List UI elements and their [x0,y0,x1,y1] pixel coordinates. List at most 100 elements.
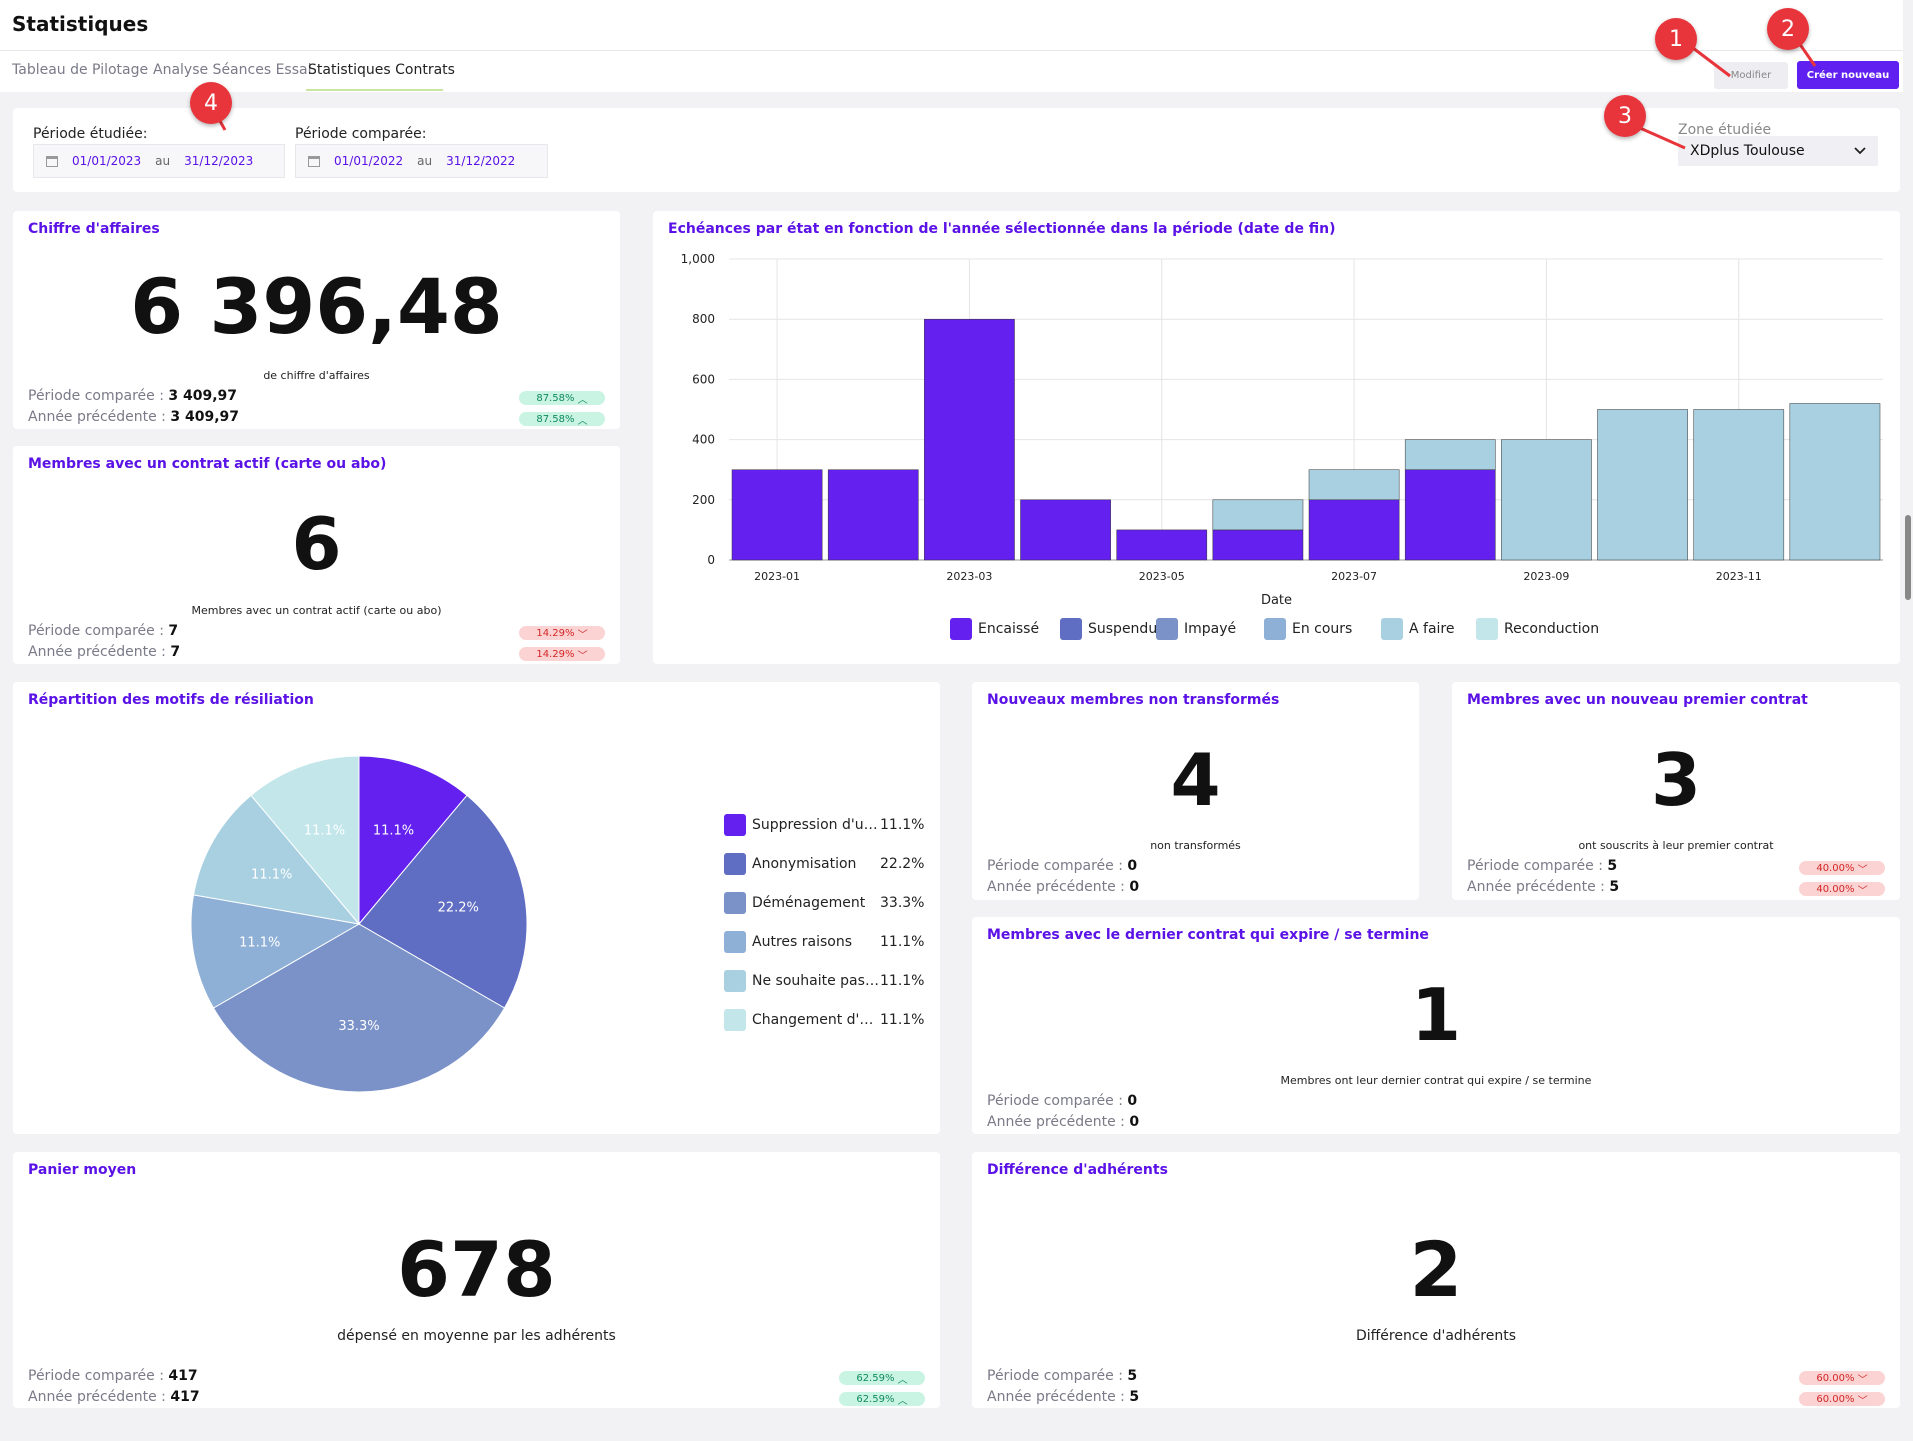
bar-a-faire-2023-07 [1308,469,1400,501]
previous-row: Année précédente : 7 [28,644,180,660]
pie-legend-item[interactable]: Déménagement 33.3% [724,892,924,914]
previous-label: Année précédente : [28,1389,171,1405]
legend-label: Ne souhaite pas ... [752,973,880,989]
period-from[interactable]: 01/01/2023 [72,154,142,168]
previous-row: Année précédente : 5 [987,1389,1139,1405]
scrollbar-thumb[interactable] [1905,515,1911,600]
badge-value: 87.58% [536,392,575,404]
legend-swatch [1264,618,1286,640]
badge-value: 87.58% [536,413,575,425]
y-tick-label: 800 [692,312,715,326]
period-to[interactable]: 31/12/2023 [184,154,254,168]
header-divider [0,50,1913,51]
trend-badge-down: 14.29% ﹀ [519,626,605,641]
y-tick-label: 0 [707,553,715,567]
average-basket-card: Panier moyen 678 dépensé en moyenne par … [13,1152,940,1408]
legend-label: Changement d'h... [752,1012,880,1028]
scrollbar-track[interactable] [1903,0,1913,1441]
previous-label: Année précédente : [28,409,171,425]
badge-value: 62.59% [856,1393,895,1405]
legend-item[interactable]: A faire [1381,618,1455,640]
legend-item[interactable]: Impayé [1156,618,1236,640]
x-axis-label: Date [1260,593,1293,608]
previous-value: 0 [1129,1114,1140,1130]
pie-slice-label: 11.1% [239,936,280,951]
pie-legend-item[interactable]: Suppression d'un... 11.1% [724,814,924,836]
last-contract-value: 1 [1410,973,1462,1057]
tab-tableau-de-pilotage[interactable]: Tableau de Pilotage [12,62,149,78]
chevron-down-icon [1854,147,1866,155]
echeances-chart-card: Echéances par état en fonction de l'anné… [653,211,1900,664]
bar-a-faire-2023-12 [1789,403,1881,561]
new-members-subtitle: non transformés [1150,839,1241,852]
legend-swatch [1476,618,1498,640]
legend-value: 11.1% [880,1012,925,1028]
compare-au: au [417,154,433,168]
chart-title: Echéances par état en fonction de l'anné… [668,221,1336,237]
pie-slice-label: 22.2% [438,900,479,915]
bar-encaiss--2023-03 [924,318,1015,561]
previous-value: 417 [170,1389,200,1405]
legend-swatch [1156,618,1178,640]
legend-value: 11.1% [880,817,925,833]
badge-value: 14.29% [536,627,575,639]
period-date-range[interactable]: 01/01/2023 au 31/12/2023 [33,144,285,178]
trend-badge-up: 87.58% ︿ [519,412,605,427]
badge-value: 40.00% [1816,862,1855,874]
pie-slice-changement-d-h- [250,755,360,926]
previous-label: Année précédente : [987,1389,1130,1405]
y-tick-label: 600 [692,372,715,386]
zone-value: XDplus Toulouse [1690,143,1805,159]
legend-item[interactable]: Encaissé [950,618,1039,640]
pie-legend-item[interactable]: Changement d'h... 11.1% [724,1009,924,1031]
legend-swatch [724,970,746,992]
period-au: au [155,154,171,168]
card-title: Chiffre d'affaires [28,221,160,237]
modifier-button[interactable]: Modifier [1714,62,1788,89]
pie-legend-item[interactable]: Autres raisons 11.1% [724,931,924,953]
legend-item[interactable]: En cours [1264,618,1352,640]
y-tick-label: 200 [692,493,715,507]
legend-label: Impayé [1184,621,1237,637]
badge-value: 14.29% [536,648,575,660]
member-difference-value: 2 [1409,1225,1463,1314]
annotation-marker-1: 1 [1655,18,1697,60]
previous-value: 5 [1129,1389,1140,1405]
compare-from[interactable]: 01/01/2022 [334,154,404,168]
bar-encaiss--2023-01 [731,469,823,561]
compare-value: 417 [168,1368,198,1384]
compare-date-range[interactable]: 01/01/2022 au 31/12/2022 [295,144,548,178]
compare-label: Période comparée : [28,388,169,404]
pie-legend-item[interactable]: Anonymisation 22.2% [724,853,924,875]
compare-value: 0 [1127,1093,1138,1109]
legend-item[interactable]: Reconduction [1476,618,1599,640]
previous-value: 5 [1609,879,1620,895]
tab-statistiques-contrats[interactable]: Statistiques Contrats [308,62,455,78]
tab-analyse-seances-essai[interactable]: Analyse Séances Essai [153,62,312,78]
compare-to[interactable]: 31/12/2022 [446,154,516,168]
legend-swatch [724,853,746,875]
legend-swatch [724,892,746,914]
previous-label: Année précédente : [987,1114,1130,1130]
legend-value: 11.1% [880,934,925,950]
echeances-bar-chart: 0 200 400 600 800 1,000 2023-01 2023-03 2023-05 2… [681,252,1883,583]
previous-label: Année précédente : [987,879,1130,895]
trend-badge-down: 40.00% ﹀ [1799,882,1885,897]
pie-legend-item[interactable]: Ne souhaite pas ... 11.1% [724,970,924,992]
header-bar [0,0,1913,92]
chevron-down-icon: ﹀ [1857,1395,1868,1407]
compare-value: 5 [1607,858,1618,874]
legend-item[interactable]: Suspendu [1060,618,1157,640]
legend-label: A faire [1409,621,1455,637]
card-title: Membres avec le dernier contrat qui expi… [987,927,1429,943]
pie-slice-label: 33.3% [338,1019,379,1034]
legend-swatch [724,1009,746,1031]
resiliation-pie-chart: 11.1% 22.2% 33.3% 11.1% 11.1% 11.1% [190,755,528,1093]
bar-encaiss--2023-04 [1020,499,1111,561]
pie-slice-label: 11.1% [373,823,414,838]
calendar-icon [46,155,58,167]
compare-row: Période comparée : 5 [987,1368,1137,1384]
x-tick-label: 2023-11 [1716,570,1762,583]
annotation-marker-2: 2 [1767,8,1809,50]
zone-select[interactable]: XDplus Toulouse [1678,136,1878,166]
